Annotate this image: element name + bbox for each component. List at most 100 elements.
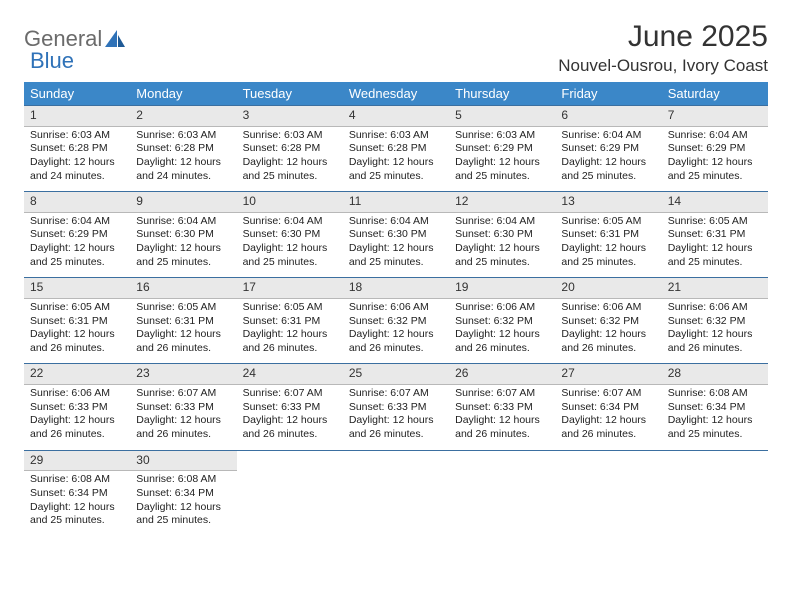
day-content-cell: Sunrise: 6:03 AMSunset: 6:29 PMDaylight:… <box>449 126 555 192</box>
day-line: Sunset: 6:32 PM <box>668 315 762 329</box>
day-line: Sunrise: 6:06 AM <box>561 301 655 315</box>
day-line: and 26 minutes. <box>668 342 762 356</box>
day-line: Sunset: 6:34 PM <box>668 401 762 415</box>
day-number-cell: 7 <box>662 106 768 127</box>
content-row: Sunrise: 6:03 AMSunset: 6:28 PMDaylight:… <box>24 126 768 192</box>
day-number-cell: 22 <box>24 364 130 385</box>
day-content-cell <box>662 471 768 536</box>
day-number-cell: 30 <box>130 450 236 471</box>
day-content-cell: Sunrise: 6:06 AMSunset: 6:32 PMDaylight:… <box>449 298 555 364</box>
day-line: and 25 minutes. <box>30 514 124 528</box>
day-line: and 26 minutes. <box>349 428 443 442</box>
day-content-cell: Sunrise: 6:07 AMSunset: 6:33 PMDaylight:… <box>130 385 236 451</box>
day-line: Daylight: 12 hours <box>30 242 124 256</box>
day-line: and 26 minutes. <box>243 428 337 442</box>
day-line: and 25 minutes. <box>668 256 762 270</box>
day-line: Sunrise: 6:07 AM <box>243 387 337 401</box>
day-line: Sunrise: 6:03 AM <box>349 129 443 143</box>
content-row: Sunrise: 6:06 AMSunset: 6:33 PMDaylight:… <box>24 385 768 451</box>
day-number-cell: 13 <box>555 192 661 213</box>
day-line: and 26 minutes. <box>455 428 549 442</box>
day-line: Daylight: 12 hours <box>243 414 337 428</box>
day-line: Sunrise: 6:03 AM <box>455 129 549 143</box>
day-line: Daylight: 12 hours <box>243 328 337 342</box>
day-line: Sunrise: 6:03 AM <box>136 129 230 143</box>
logo-sail-icon <box>104 29 126 49</box>
day-content-cell: Sunrise: 6:06 AMSunset: 6:32 PMDaylight:… <box>343 298 449 364</box>
daynum-row: 1234567 <box>24 106 768 127</box>
day-content-cell: Sunrise: 6:04 AMSunset: 6:29 PMDaylight:… <box>24 212 130 278</box>
day-content-cell: Sunrise: 6:06 AMSunset: 6:33 PMDaylight:… <box>24 385 130 451</box>
day-content-cell: Sunrise: 6:04 AMSunset: 6:29 PMDaylight:… <box>662 126 768 192</box>
day-line: Sunset: 6:32 PM <box>349 315 443 329</box>
day-number-cell <box>449 450 555 471</box>
day-content-cell: Sunrise: 6:06 AMSunset: 6:32 PMDaylight:… <box>555 298 661 364</box>
location: Nouvel-Ousrou, Ivory Coast <box>558 56 768 76</box>
day-number-cell: 23 <box>130 364 236 385</box>
day-line: Daylight: 12 hours <box>349 242 443 256</box>
day-number-cell <box>237 450 343 471</box>
day-number-cell <box>662 450 768 471</box>
day-content-cell: Sunrise: 6:03 AMSunset: 6:28 PMDaylight:… <box>130 126 236 192</box>
day-line: Sunset: 6:31 PM <box>561 228 655 242</box>
day-content-cell: Sunrise: 6:04 AMSunset: 6:30 PMDaylight:… <box>449 212 555 278</box>
day-line: Sunset: 6:33 PM <box>243 401 337 415</box>
logo-text-blue: Blue <box>30 48 74 73</box>
day-number-cell: 21 <box>662 278 768 299</box>
day-line: and 26 minutes. <box>136 342 230 356</box>
day-line: Daylight: 12 hours <box>349 414 443 428</box>
day-number-cell: 28 <box>662 364 768 385</box>
calendar-header-row: Sunday Monday Tuesday Wednesday Thursday… <box>24 82 768 106</box>
day-line: Sunrise: 6:06 AM <box>30 387 124 401</box>
day-number-cell: 8 <box>24 192 130 213</box>
day-line: Sunrise: 6:06 AM <box>455 301 549 315</box>
daynum-row: 2930 <box>24 450 768 471</box>
day-line: Daylight: 12 hours <box>349 328 443 342</box>
day-number-cell: 3 <box>237 106 343 127</box>
day-content-cell <box>237 471 343 536</box>
weekday-header: Thursday <box>449 82 555 106</box>
day-line: Sunset: 6:30 PM <box>455 228 549 242</box>
day-line: Sunset: 6:33 PM <box>30 401 124 415</box>
content-row: Sunrise: 6:08 AMSunset: 6:34 PMDaylight:… <box>24 471 768 536</box>
day-line: Sunrise: 6:05 AM <box>136 301 230 315</box>
day-content-cell: Sunrise: 6:03 AMSunset: 6:28 PMDaylight:… <box>237 126 343 192</box>
day-number-cell: 11 <box>343 192 449 213</box>
daynum-row: 891011121314 <box>24 192 768 213</box>
day-line: Sunrise: 6:04 AM <box>30 215 124 229</box>
day-line: Sunrise: 6:04 AM <box>136 215 230 229</box>
day-number-cell: 5 <box>449 106 555 127</box>
calendar-body: 1234567Sunrise: 6:03 AMSunset: 6:28 PMDa… <box>24 106 768 536</box>
title-block: June 2025 Nouvel-Ousrou, Ivory Coast <box>558 20 768 76</box>
day-content-cell: Sunrise: 6:08 AMSunset: 6:34 PMDaylight:… <box>24 471 130 536</box>
day-line: and 26 minutes. <box>30 342 124 356</box>
day-content-cell: Sunrise: 6:03 AMSunset: 6:28 PMDaylight:… <box>343 126 449 192</box>
day-number-cell: 25 <box>343 364 449 385</box>
day-line: and 26 minutes. <box>455 342 549 356</box>
day-number-cell: 29 <box>24 450 130 471</box>
day-line: Daylight: 12 hours <box>30 328 124 342</box>
day-line: Sunset: 6:33 PM <box>349 401 443 415</box>
day-content-cell <box>343 471 449 536</box>
day-line: Daylight: 12 hours <box>30 156 124 170</box>
day-line: Sunset: 6:31 PM <box>243 315 337 329</box>
day-line: Daylight: 12 hours <box>349 156 443 170</box>
day-line: Daylight: 12 hours <box>668 328 762 342</box>
day-line: Sunrise: 6:04 AM <box>668 129 762 143</box>
day-line: Sunset: 6:31 PM <box>136 315 230 329</box>
day-line: and 26 minutes. <box>561 428 655 442</box>
content-row: Sunrise: 6:04 AMSunset: 6:29 PMDaylight:… <box>24 212 768 278</box>
calendar-table: Sunday Monday Tuesday Wednesday Thursday… <box>24 82 768 536</box>
daynum-row: 22232425262728 <box>24 364 768 385</box>
day-number-cell: 27 <box>555 364 661 385</box>
day-line: Sunrise: 6:03 AM <box>30 129 124 143</box>
day-line: Daylight: 12 hours <box>455 414 549 428</box>
day-line: Sunrise: 6:07 AM <box>561 387 655 401</box>
day-content-cell: Sunrise: 6:04 AMSunset: 6:29 PMDaylight:… <box>555 126 661 192</box>
weekday-header: Monday <box>130 82 236 106</box>
day-line: Daylight: 12 hours <box>243 242 337 256</box>
day-line: Sunset: 6:34 PM <box>561 401 655 415</box>
day-line: and 25 minutes. <box>136 514 230 528</box>
day-line: Sunrise: 6:07 AM <box>455 387 549 401</box>
day-line: Sunset: 6:29 PM <box>455 142 549 156</box>
